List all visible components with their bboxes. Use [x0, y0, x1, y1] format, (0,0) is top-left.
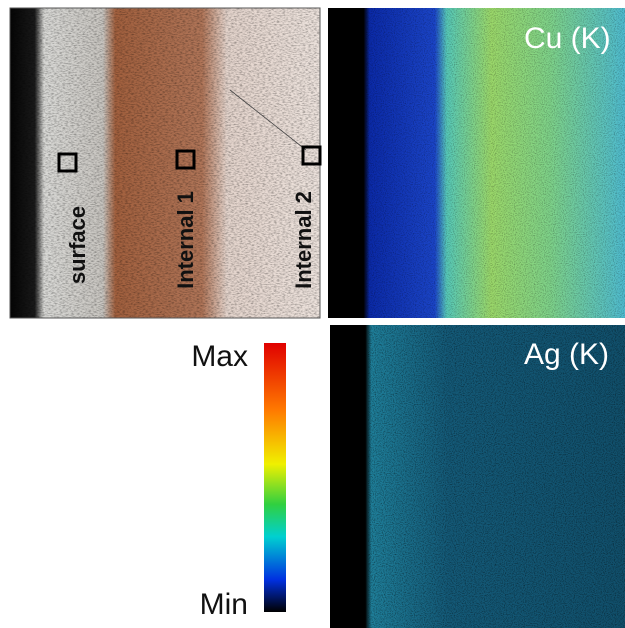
map-label: Cu (K) — [524, 22, 611, 55]
region-label: surface — [65, 206, 90, 284]
texture — [10, 8, 320, 318]
colorbar-gradient — [264, 343, 286, 612]
region-label: Internal 2 — [291, 191, 316, 289]
colorbar-min: Min — [200, 588, 248, 621]
colorbar-max: Max — [191, 340, 248, 373]
map-label: Ag (K) — [524, 338, 609, 371]
cu-panel: Cu (K) — [328, 8, 625, 318]
optical-panel: surface Internal 1 Internal 2 — [10, 8, 320, 318]
figure: surface Internal 1 Internal 2 Cu (K) Ag … — [0, 0, 625, 628]
colorbar: Max Min — [191, 340, 286, 621]
ag-panel: Ag (K) — [330, 325, 625, 628]
region-label: Internal 1 — [173, 191, 198, 289]
page: surface Internal 1 Internal 2 Cu (K) Ag … — [0, 0, 625, 628]
